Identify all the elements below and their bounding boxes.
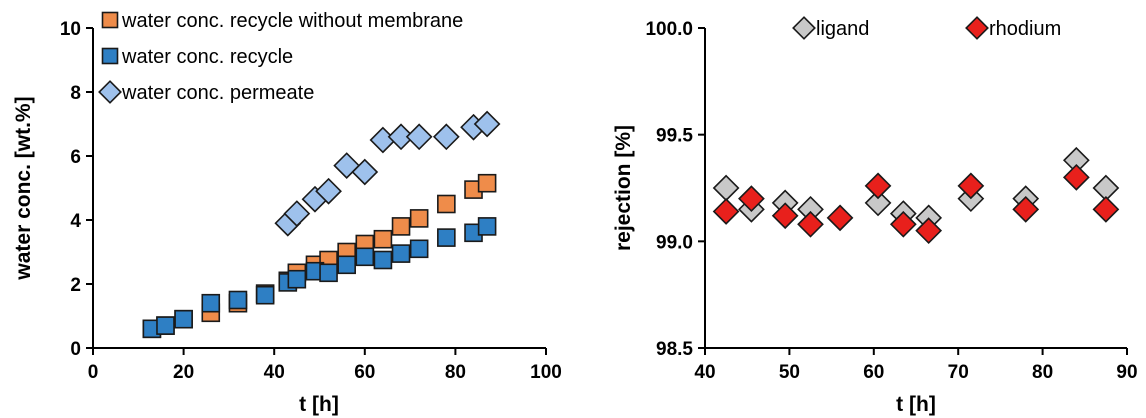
rhodium-point — [1092, 195, 1120, 223]
x-tick-label: 60 — [863, 362, 884, 383]
rhodium-point — [957, 172, 985, 200]
rhodium-point — [1062, 163, 1090, 191]
water-conc-permeate-point — [315, 177, 342, 205]
y-tick-label: 10 — [60, 19, 81, 40]
rhodium-point — [771, 202, 799, 230]
water-conc-permeate-point — [333, 152, 361, 179]
water-conc-recycle-point — [437, 228, 456, 247]
rhodium-point — [889, 210, 917, 238]
legend-marker-water-conc-recycle — [101, 47, 119, 65]
water-conc-recycle-point — [355, 247, 375, 267]
water-conc-recycle-point — [337, 255, 356, 275]
x-axis-title: t [h] — [299, 393, 339, 416]
legend-label-rhodium: rhodium — [989, 18, 1061, 40]
legend-marker-rhodium — [965, 16, 989, 40]
legend: water conc. recycle without membrane wate… — [98, 10, 463, 104]
water-conc-permeate-point — [387, 123, 415, 151]
x-tick-label: 40 — [264, 362, 285, 383]
y-axis-title: water conc. [wt.%] — [12, 96, 35, 280]
water-conc-permeate-point — [405, 123, 433, 151]
legend-marker-ligand — [792, 16, 816, 40]
x-ticks: 40 50 60 70 80 90 — [694, 348, 1138, 383]
water-conc-permeate-point — [432, 123, 460, 151]
x-tick-label: 20 — [173, 362, 194, 383]
x-tick-label: 70 — [948, 362, 969, 383]
water-conc-recycle-point — [391, 244, 411, 263]
ligand-point — [864, 189, 892, 217]
water-conc-recycle-point — [174, 309, 193, 329]
y-tick-label: 8 — [70, 83, 81, 104]
legend-label-water-conc-recycle: water conc. recycle — [121, 46, 293, 68]
water-conc-recycle-without-membrane-point — [437, 194, 456, 214]
water-conc-recycle-without-membrane-point — [373, 229, 393, 249]
y-tick-label: 100.0 — [645, 19, 693, 40]
data-points — [712, 146, 1120, 245]
water-conc-recycle-point — [409, 239, 429, 259]
x-tick-label: 90 — [1116, 362, 1137, 383]
data-points — [142, 110, 501, 339]
water-conc-recycle-point — [319, 263, 338, 283]
legend-marker-water-conc-permeate — [98, 80, 122, 104]
water-conc-recycle-point — [287, 269, 307, 289]
y-tick-label: 98.5 — [656, 339, 693, 360]
water-conc-recycle-point — [255, 285, 275, 305]
legend: ligand rhodium — [792, 16, 1061, 40]
water-conc-recycle-point — [373, 250, 393, 270]
x-tick-label: 100 — [530, 362, 562, 383]
water-conc-permeate-point — [351, 158, 379, 186]
rhodium-point — [864, 172, 892, 200]
legend-marker-water-conc-recycle-without-membrane — [101, 11, 119, 29]
x-tick-label: 50 — [779, 362, 800, 383]
y-tick-label: 0 — [70, 339, 81, 360]
x-ticks: 0 20 40 60 80 100 — [88, 348, 562, 383]
water-conc-recycle-without-membrane-point — [477, 173, 497, 193]
x-tick-label: 40 — [694, 362, 715, 383]
water-conc-permeate-point — [473, 110, 501, 138]
x-tick-label: 0 — [88, 362, 99, 383]
water-concentration-chart: 0 20 40 60 80 100 0 2 4 6 8 10 water conc. recycle… — [12, 10, 562, 416]
y-ticks: 98.5 99.0 99.5 100.0 — [645, 19, 705, 360]
y-axis-title: rejection [%] — [612, 125, 635, 251]
water-conc-recycle-point — [201, 293, 221, 313]
y-tick-label: 6 — [70, 147, 81, 168]
water-conc-permeate-point — [283, 200, 311, 227]
x-tick-label: 60 — [354, 362, 375, 383]
ligand-point — [712, 174, 740, 202]
legend-label-ligand: ligand — [816, 18, 869, 40]
rhodium-point — [712, 198, 740, 225]
rhodium-point — [826, 204, 854, 232]
x-axis-title: t [h] — [896, 393, 936, 416]
rhodium-point — [738, 185, 765, 213]
x-tick-label: 80 — [445, 362, 466, 383]
y-tick-label: 2 — [70, 275, 81, 296]
rejection-chart: 40 50 60 70 80 90 98.5 99.0 99.5 100.0 ligand rho… — [612, 16, 1138, 416]
legend-label-water-conc-recycle-without-membrane: water conc. recycle without membrane — [121, 10, 463, 32]
water-conc-recycle-point — [228, 290, 248, 310]
y-tick-label: 4 — [70, 211, 81, 232]
y-tick-label: 99.5 — [656, 126, 693, 147]
legend-label-water-conc-permeate: water conc. permeate — [121, 82, 314, 104]
water-conc-recycle-point — [156, 316, 175, 335]
water-conc-recycle-point — [477, 217, 497, 236]
y-ticks: 0 2 4 6 8 10 — [60, 19, 93, 360]
x-tick-label: 80 — [1032, 362, 1053, 383]
rhodium-point — [797, 210, 824, 238]
rhodium-point — [915, 217, 943, 245]
y-tick-label: 99.0 — [656, 232, 693, 253]
rhodium-point — [1012, 195, 1040, 223]
water-conc-recycle-without-membrane-point — [409, 209, 429, 228]
water-conc-recycle-without-membrane-point — [391, 217, 411, 236]
